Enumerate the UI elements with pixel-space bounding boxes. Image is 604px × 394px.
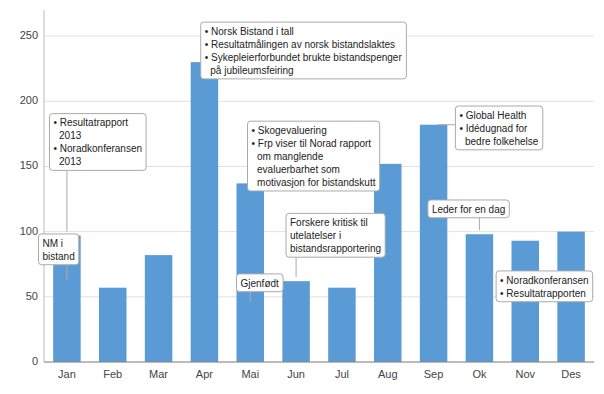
annotation-text: • Norsk Bistand i tall• Resultatmålingen… (205, 26, 403, 76)
x-tick-label: Jan (58, 368, 76, 380)
x-tick-label: Feb (103, 368, 122, 380)
x-tick-label: Ok (472, 368, 487, 380)
annotation: Leder for en dag (428, 200, 509, 218)
bar (237, 183, 265, 362)
y-tick-label: 250 (20, 29, 38, 41)
x-tick-label: Sep (424, 368, 444, 380)
annotation-text: • Global Health• Idédugnad for bedre fol… (459, 110, 538, 147)
bar (191, 62, 219, 362)
annotations: • Resultatrapport 2013• Noradkonferansen… (39, 22, 593, 302)
annotation-text: NM ibistand (43, 238, 75, 262)
annotation-arrow (479, 218, 480, 230)
x-tick-label: Nov (515, 368, 535, 380)
annotation-arrow (66, 265, 67, 280)
y-tick-label: 200 (20, 94, 38, 106)
y-tick-label: 100 (20, 225, 38, 237)
y-axis-line (44, 10, 45, 362)
annotation: • Noradkonferansen• Resultatrapporten (496, 271, 593, 302)
chart: 0 50 100 150 200 250 Jan Feb Mar Apr Mai Jun Jul Aug S… (0, 0, 604, 394)
bar (145, 255, 173, 362)
annotation-arrow (438, 124, 456, 125)
bar (99, 288, 127, 362)
annotation-text: • Skogevaluering• Frp viser til Norad ra… (252, 125, 376, 188)
x-tick-label: Mai (241, 368, 259, 380)
annotation-box (248, 121, 380, 191)
annotation-arrow (250, 292, 251, 302)
annotation: Gjenfødt (237, 274, 284, 292)
x-tick-label: Apr (196, 368, 213, 380)
annotation-box (496, 271, 593, 302)
grid-line (44, 101, 594, 102)
grid (44, 36, 594, 362)
x-axis-line (44, 362, 594, 363)
bar (282, 281, 310, 362)
y-tick-label: 0 (32, 355, 38, 367)
x-tick-label: Des (561, 368, 581, 380)
bar (420, 125, 448, 362)
x-tick-label: Mar (149, 368, 168, 380)
bars (53, 62, 585, 362)
annotation-box (50, 114, 147, 171)
bar (328, 288, 356, 362)
grid-line (44, 362, 594, 363)
annotation-arrow (66, 170, 67, 231)
x-tick-label: Jul (335, 368, 349, 380)
annotation-box (237, 274, 284, 292)
annotation-box (201, 22, 407, 79)
annotation-arrow (296, 257, 297, 277)
annotation: • Norsk Bistand i tall• Resultatmålingen… (201, 22, 407, 79)
annotation-box (455, 106, 542, 150)
annotation-box (428, 200, 509, 218)
annotation: Forskere kritisk tilutelatelser ibistand… (286, 213, 385, 257)
annotation-box (286, 213, 385, 257)
annotation-text: Forskere kritisk tilutelatelser ibistand… (290, 217, 381, 254)
annotation: • Resultatrapport 2013• Noradkonferansen… (50, 114, 147, 171)
annotation-box (39, 234, 79, 265)
bar (374, 164, 402, 362)
y-tick-label: 50 (26, 290, 38, 302)
y-tick-label: 150 (20, 159, 38, 171)
annotation-text: Gjenfødt (241, 278, 280, 289)
x-tick-label: Aug (378, 368, 398, 380)
annotation-text: • Noradkonferansen• Resultatrapporten (500, 275, 589, 299)
x-tick-label: Jun (287, 368, 305, 380)
bar (466, 234, 494, 362)
annotation: • Skogevaluering• Frp viser til Norad ra… (248, 121, 380, 191)
annotation-text: Leder for en dag (432, 204, 505, 215)
annotation: NM ibistand (39, 234, 79, 265)
annotation: • Global Health• Idédugnad for bedre fol… (455, 106, 542, 150)
annotation-text: • Resultatrapport 2013• Noradkonferansen… (54, 117, 143, 167)
